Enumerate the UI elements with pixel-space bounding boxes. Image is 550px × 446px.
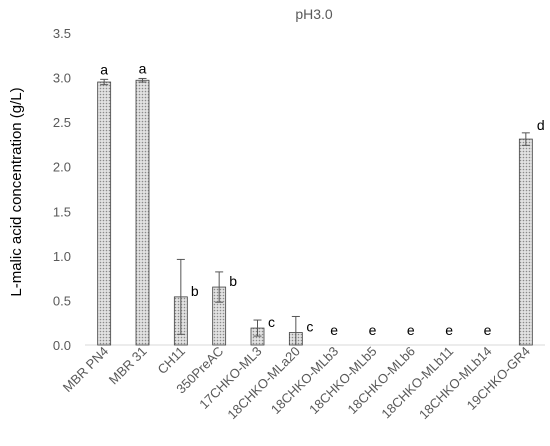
chart-title: pH3.0 <box>295 6 333 22</box>
x-tick-label: CH11 <box>155 344 188 377</box>
x-tick-label: 18CHKO-MLb6 <box>345 344 418 417</box>
significance-letter: e <box>484 322 492 338</box>
y-axis-label: L-malic acid concentration (g/L) <box>8 87 25 296</box>
y-tick-label: 3.5 <box>53 26 71 41</box>
y-tick-label: 3.0 <box>53 71 71 86</box>
x-tick-label: 18CHKO-MLb5 <box>306 344 379 417</box>
y-tick-label: 0.0 <box>53 338 71 353</box>
x-tick-label: 18CHKO-MLb3 <box>268 344 341 417</box>
y-tick-label: 2.0 <box>53 160 71 175</box>
significance-letters: a a b b c c e e e e e d <box>100 60 544 338</box>
significance-letter: a <box>100 61 108 77</box>
significance-letter: b <box>229 273 237 289</box>
significance-letter: c <box>268 314 275 330</box>
y-tick-label: 0.5 <box>53 293 71 308</box>
significance-letter: c <box>306 319 313 335</box>
significance-letter: e <box>445 322 453 338</box>
bar <box>98 82 111 345</box>
significance-letter: b <box>191 283 199 299</box>
significance-letter: d <box>537 117 545 133</box>
significance-letter: e <box>407 322 415 338</box>
y-tick-label: 2.5 <box>53 115 71 130</box>
y-tick-labels: 0.0 0.5 1.0 1.5 2.0 2.5 3.0 3.5 <box>53 26 71 353</box>
x-tick-label: MBR 31 <box>106 344 150 388</box>
bar <box>136 80 149 345</box>
y-tick-label: 1.0 <box>53 249 71 264</box>
y-tick-label: 1.5 <box>53 204 71 219</box>
bars <box>98 80 533 345</box>
significance-letter: e <box>369 322 377 338</box>
significance-letter: a <box>139 60 147 76</box>
significance-letter: e <box>330 322 338 338</box>
bar <box>519 139 532 345</box>
error-bars <box>100 78 530 345</box>
